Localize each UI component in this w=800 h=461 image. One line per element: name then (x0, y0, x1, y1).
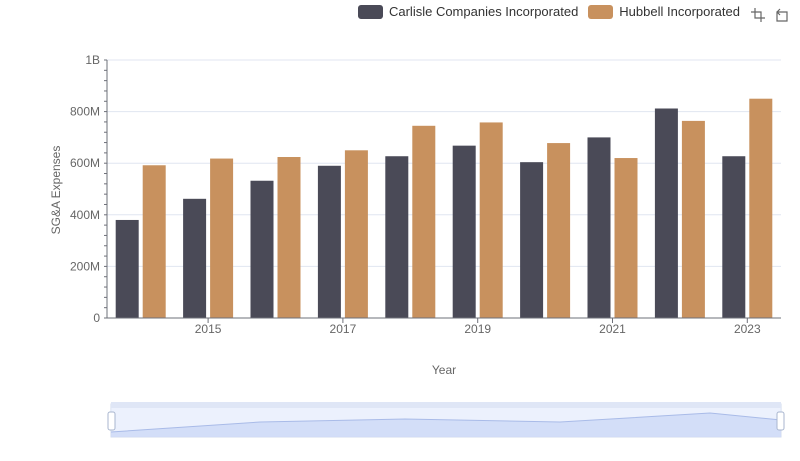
zoom-handle-right[interactable] (776, 411, 785, 431)
x-tick-label: 2023 (734, 322, 761, 336)
bars (115, 98, 773, 318)
bar-hubbell-2014[interactable] (142, 165, 166, 318)
bar-hubbell-2018[interactable] (412, 125, 436, 318)
y-axis-label: SG&A Expenses (49, 146, 63, 235)
bar-carlisle-2014[interactable] (115, 219, 139, 318)
x-tick-label: 2015 (195, 322, 222, 336)
legend-label-hubbell: Hubbell Incorporated (619, 4, 740, 19)
legend: Carlisle Companies Incorporated Hubbell … (357, 4, 740, 19)
zoom-icon[interactable] (750, 7, 766, 23)
bar-carlisle-2022[interactable] (654, 108, 678, 318)
bar-hubbell-2023[interactable] (749, 98, 773, 318)
bar-carlisle-2021[interactable] (587, 137, 611, 318)
bar-carlisle-2015[interactable] (183, 198, 207, 318)
bar-carlisle-2023[interactable] (722, 156, 746, 318)
x-axis: 2015 2017 2019 2021 2023 (107, 317, 781, 336)
y-tick-label: 600M (70, 156, 100, 170)
bar-carlisle-2016[interactable] (250, 180, 274, 318)
legend-swatch-hubbell (588, 4, 614, 19)
y-tick-label: 1B (85, 53, 100, 67)
bar-hubbell-2022[interactable] (681, 120, 705, 318)
y-tick-label: 200M (70, 259, 100, 273)
legend-label-carlisle: Carlisle Companies Incorporated (388, 4, 579, 19)
zoom-handle-left[interactable] (107, 411, 116, 431)
bar-carlisle-2017[interactable] (317, 165, 341, 318)
data-zoom-slider[interactable] (107, 402, 785, 438)
zoom-preview-line (110, 412, 782, 433)
y-tick-label: 400M (70, 208, 100, 222)
bar-carlisle-2018[interactable] (385, 156, 409, 318)
toolbox (750, 7, 790, 23)
x-axis-label: Year (432, 363, 456, 377)
legend-item-hubbell[interactable]: Hubbell Incorporated (588, 4, 740, 19)
bar-hubbell-2020[interactable] (547, 143, 571, 318)
bar-hubbell-2019[interactable] (479, 122, 503, 318)
bar-hubbell-2021[interactable] (614, 158, 638, 318)
bar-hubbell-2016[interactable] (277, 157, 301, 318)
legend-swatch-carlisle (357, 4, 383, 19)
x-tick-label: 2019 (464, 322, 491, 336)
x-tick-label: 2021 (599, 322, 626, 336)
zoom-top-bar[interactable] (111, 402, 781, 408)
y-tick-label: 800M (70, 105, 100, 119)
x-tick-label: 2017 (330, 322, 357, 336)
bar-carlisle-2020[interactable] (520, 162, 544, 318)
restore-icon[interactable] (774, 7, 790, 23)
y-tick-label: 0 (93, 311, 100, 325)
grid-lines (107, 59, 781, 319)
bar-hubbell-2015[interactable] (210, 158, 234, 318)
legend-item-carlisle[interactable]: Carlisle Companies Incorporated (357, 4, 579, 19)
bar-carlisle-2019[interactable] (452, 145, 476, 318)
y-axis: 0 200M 400M 600M 800M 1B (70, 53, 108, 325)
bar-hubbell-2017[interactable] (344, 150, 368, 318)
